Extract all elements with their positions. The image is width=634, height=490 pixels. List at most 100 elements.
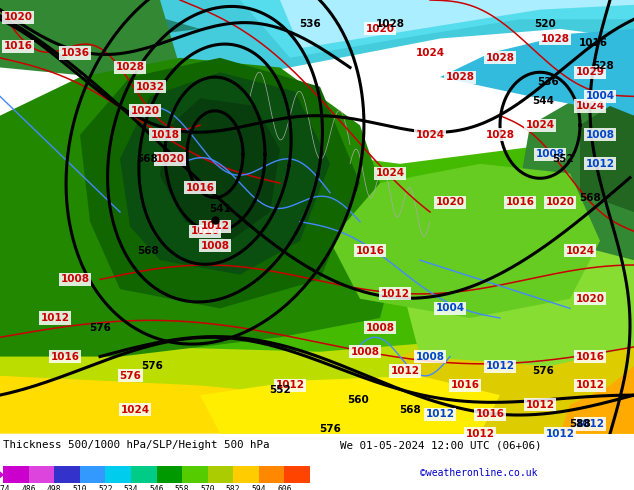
Text: 1020: 1020 <box>576 294 604 304</box>
Text: 522: 522 <box>98 486 113 490</box>
Text: 560: 560 <box>347 395 369 405</box>
Text: 1024: 1024 <box>566 245 595 256</box>
Text: 1028: 1028 <box>375 19 404 29</box>
Text: 1016: 1016 <box>356 245 384 256</box>
Text: 486: 486 <box>22 486 36 490</box>
Polygon shape <box>0 0 200 39</box>
Text: 1016: 1016 <box>186 183 214 193</box>
Bar <box>80 466 105 483</box>
Bar <box>208 466 233 483</box>
Text: 1012: 1012 <box>276 380 304 391</box>
Text: 1012: 1012 <box>200 221 230 231</box>
Bar <box>233 466 259 483</box>
Polygon shape <box>0 0 180 77</box>
Text: 1036: 1036 <box>60 48 89 58</box>
Text: 1024: 1024 <box>120 405 150 415</box>
Text: 1016: 1016 <box>451 380 479 391</box>
Polygon shape <box>400 308 634 434</box>
Polygon shape <box>560 366 634 434</box>
Text: 576: 576 <box>141 361 163 371</box>
Bar <box>259 466 285 483</box>
Polygon shape <box>480 357 634 434</box>
Text: 534: 534 <box>124 486 138 490</box>
Text: 1016: 1016 <box>51 351 79 362</box>
Text: 1012: 1012 <box>380 289 410 299</box>
Text: 1004: 1004 <box>436 303 465 314</box>
Text: 570: 570 <box>200 486 215 490</box>
Text: 568: 568 <box>579 193 601 202</box>
Polygon shape <box>440 29 634 116</box>
Text: 1016: 1016 <box>505 197 534 207</box>
Text: 1028: 1028 <box>486 130 515 140</box>
Bar <box>285 466 310 483</box>
Text: 1016: 1016 <box>476 409 505 419</box>
Text: 1024: 1024 <box>526 120 555 130</box>
Text: 1024: 1024 <box>375 169 404 178</box>
Text: 1008: 1008 <box>351 347 380 357</box>
Text: 536: 536 <box>299 19 321 29</box>
Text: 1016: 1016 <box>190 226 219 236</box>
Text: 1008: 1008 <box>60 274 89 285</box>
Text: 1012: 1012 <box>576 419 604 429</box>
Text: 1020: 1020 <box>436 197 465 207</box>
Text: 1012: 1012 <box>586 159 614 169</box>
Polygon shape <box>0 0 634 77</box>
Bar <box>157 466 182 483</box>
Text: 1020: 1020 <box>155 154 184 164</box>
Text: 1016: 1016 <box>576 351 604 362</box>
Bar <box>3 466 29 483</box>
Text: 1008: 1008 <box>586 130 614 140</box>
Text: 576: 576 <box>532 366 554 376</box>
Text: 1032: 1032 <box>136 82 164 92</box>
Text: 1020: 1020 <box>545 197 574 207</box>
Text: 576: 576 <box>119 371 141 381</box>
Text: 1012: 1012 <box>41 313 70 323</box>
Text: 541: 541 <box>209 204 231 214</box>
Text: 546: 546 <box>149 486 164 490</box>
Polygon shape <box>400 231 634 366</box>
Text: 1008: 1008 <box>536 149 564 159</box>
Polygon shape <box>330 164 600 318</box>
Polygon shape <box>0 145 634 352</box>
Text: 498: 498 <box>47 486 61 490</box>
Text: 520: 520 <box>534 19 556 29</box>
Text: 568: 568 <box>137 245 159 256</box>
Polygon shape <box>200 376 500 434</box>
Text: 544: 544 <box>532 96 554 106</box>
Text: 558: 558 <box>175 486 190 490</box>
Text: 1024: 1024 <box>415 130 444 140</box>
Text: 1012: 1012 <box>486 361 515 371</box>
Text: ©weatheronline.co.uk: ©weatheronline.co.uk <box>420 468 538 478</box>
Text: Thickness 500/1000 hPa/SLP/Height 500 hPa: Thickness 500/1000 hPa/SLP/Height 500 hP… <box>3 441 269 450</box>
Text: 1020: 1020 <box>131 106 160 116</box>
Text: 1028: 1028 <box>115 62 145 73</box>
Polygon shape <box>120 72 330 274</box>
Bar <box>131 466 157 483</box>
Text: 588: 588 <box>569 419 591 429</box>
Bar <box>105 466 131 483</box>
FancyArrow shape <box>0 466 3 483</box>
Text: 474: 474 <box>0 486 10 490</box>
Text: 552: 552 <box>269 385 291 395</box>
Text: 536: 536 <box>537 77 559 87</box>
Polygon shape <box>0 347 634 434</box>
Polygon shape <box>0 308 634 400</box>
Text: 552: 552 <box>552 154 574 164</box>
Polygon shape <box>280 0 634 48</box>
Text: 1020: 1020 <box>365 24 394 34</box>
Text: 582: 582 <box>226 486 240 490</box>
Text: 1018: 1018 <box>150 130 179 140</box>
Text: 1029: 1029 <box>576 67 604 77</box>
Text: 1008: 1008 <box>365 322 394 333</box>
Bar <box>29 466 54 483</box>
Text: 576: 576 <box>319 424 341 434</box>
Text: 1012: 1012 <box>391 366 420 376</box>
Text: 1008: 1008 <box>415 351 444 362</box>
Text: 1020: 1020 <box>4 12 32 23</box>
Text: 1012: 1012 <box>465 429 495 439</box>
Text: 1012: 1012 <box>576 380 604 391</box>
Text: 1004: 1004 <box>585 91 614 101</box>
Text: 594: 594 <box>252 486 266 490</box>
Bar <box>54 466 80 483</box>
Text: 1028: 1028 <box>446 72 474 82</box>
